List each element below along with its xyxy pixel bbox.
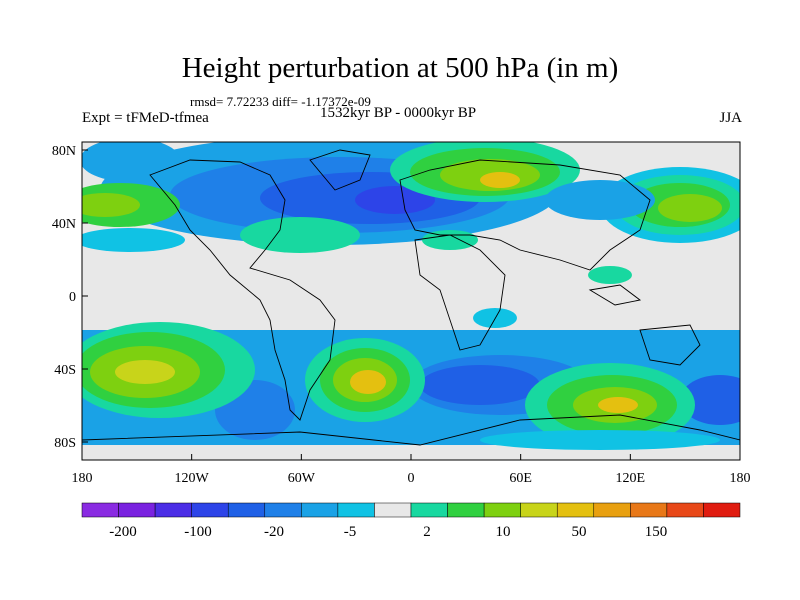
- y-tick-label: 40S: [54, 363, 76, 378]
- x-tick-label: 60E: [509, 471, 532, 486]
- colorbar-label: -20: [264, 524, 284, 540]
- colorbar-label: 10: [496, 524, 511, 540]
- colorbar-label: -200: [109, 524, 137, 540]
- experiment-label: Expt = tFMeD-tfmea: [82, 110, 209, 126]
- colorbar-label: -5: [344, 524, 357, 540]
- x-tick-label: 120W: [175, 471, 210, 486]
- colorbar-swatch: [483, 502, 521, 518]
- season-label: JJA: [719, 110, 742, 126]
- colorbar-swatch: [556, 502, 595, 518]
- colorbar-label: -100: [184, 524, 212, 540]
- colorbar-swatch: [191, 502, 229, 518]
- colorbar-swatch: [264, 502, 302, 518]
- y-axis-ticks: 80N 40N 0 40S 80S: [52, 144, 88, 451]
- x-tick-label: 0: [408, 471, 415, 486]
- coastlines: [82, 149, 740, 446]
- colorbar-swatch: [374, 502, 412, 518]
- x-tick-label: 180: [730, 471, 751, 486]
- colorbar-label: 2: [423, 524, 431, 540]
- contour-field: [82, 142, 740, 460]
- colorbar-swatch: [703, 502, 741, 518]
- map-title: Height perturbation at 500 hPa (in m): [181, 52, 619, 84]
- colorbar-swatch: [81, 502, 119, 518]
- x-tick-label: 180: [72, 471, 93, 486]
- x-tick-label: 60W: [288, 471, 316, 486]
- colorbar-swatch: [118, 502, 156, 518]
- colorbar-label: 150: [645, 524, 668, 540]
- colorbar-swatch: [447, 502, 485, 518]
- colorbar-swatch: [630, 502, 668, 518]
- colorbar-swatch: [227, 502, 266, 518]
- colorbar-swatch: [520, 502, 558, 518]
- y-tick-label: 80N: [52, 144, 76, 159]
- colorbar-swatch: [337, 502, 375, 518]
- colorbar-swatch: [301, 502, 339, 518]
- period-label: 1532kyr BP - 0000kyr BP: [320, 105, 477, 121]
- y-tick-label: 40N: [52, 217, 76, 232]
- rmsd-stats: rmsd= 7.72233 diff= -1.17372e-09: [190, 94, 371, 109]
- colorbar-label: 50: [572, 524, 587, 540]
- x-axis-ticks: 180 120W 60W 0 60E 120E 180: [72, 454, 751, 486]
- x-tick-label: 120E: [616, 471, 646, 486]
- colorbar-swatch: [410, 502, 448, 518]
- colorbar-swatch: [593, 502, 631, 518]
- colorbar-swatch: [154, 502, 192, 518]
- y-tick-label: 80S: [54, 436, 76, 451]
- colorbar-swatch: [666, 502, 704, 518]
- colorbar: -200 -100 -20 -5 2 10 50 150: [81, 502, 741, 540]
- y-tick-label: 0: [69, 290, 76, 305]
